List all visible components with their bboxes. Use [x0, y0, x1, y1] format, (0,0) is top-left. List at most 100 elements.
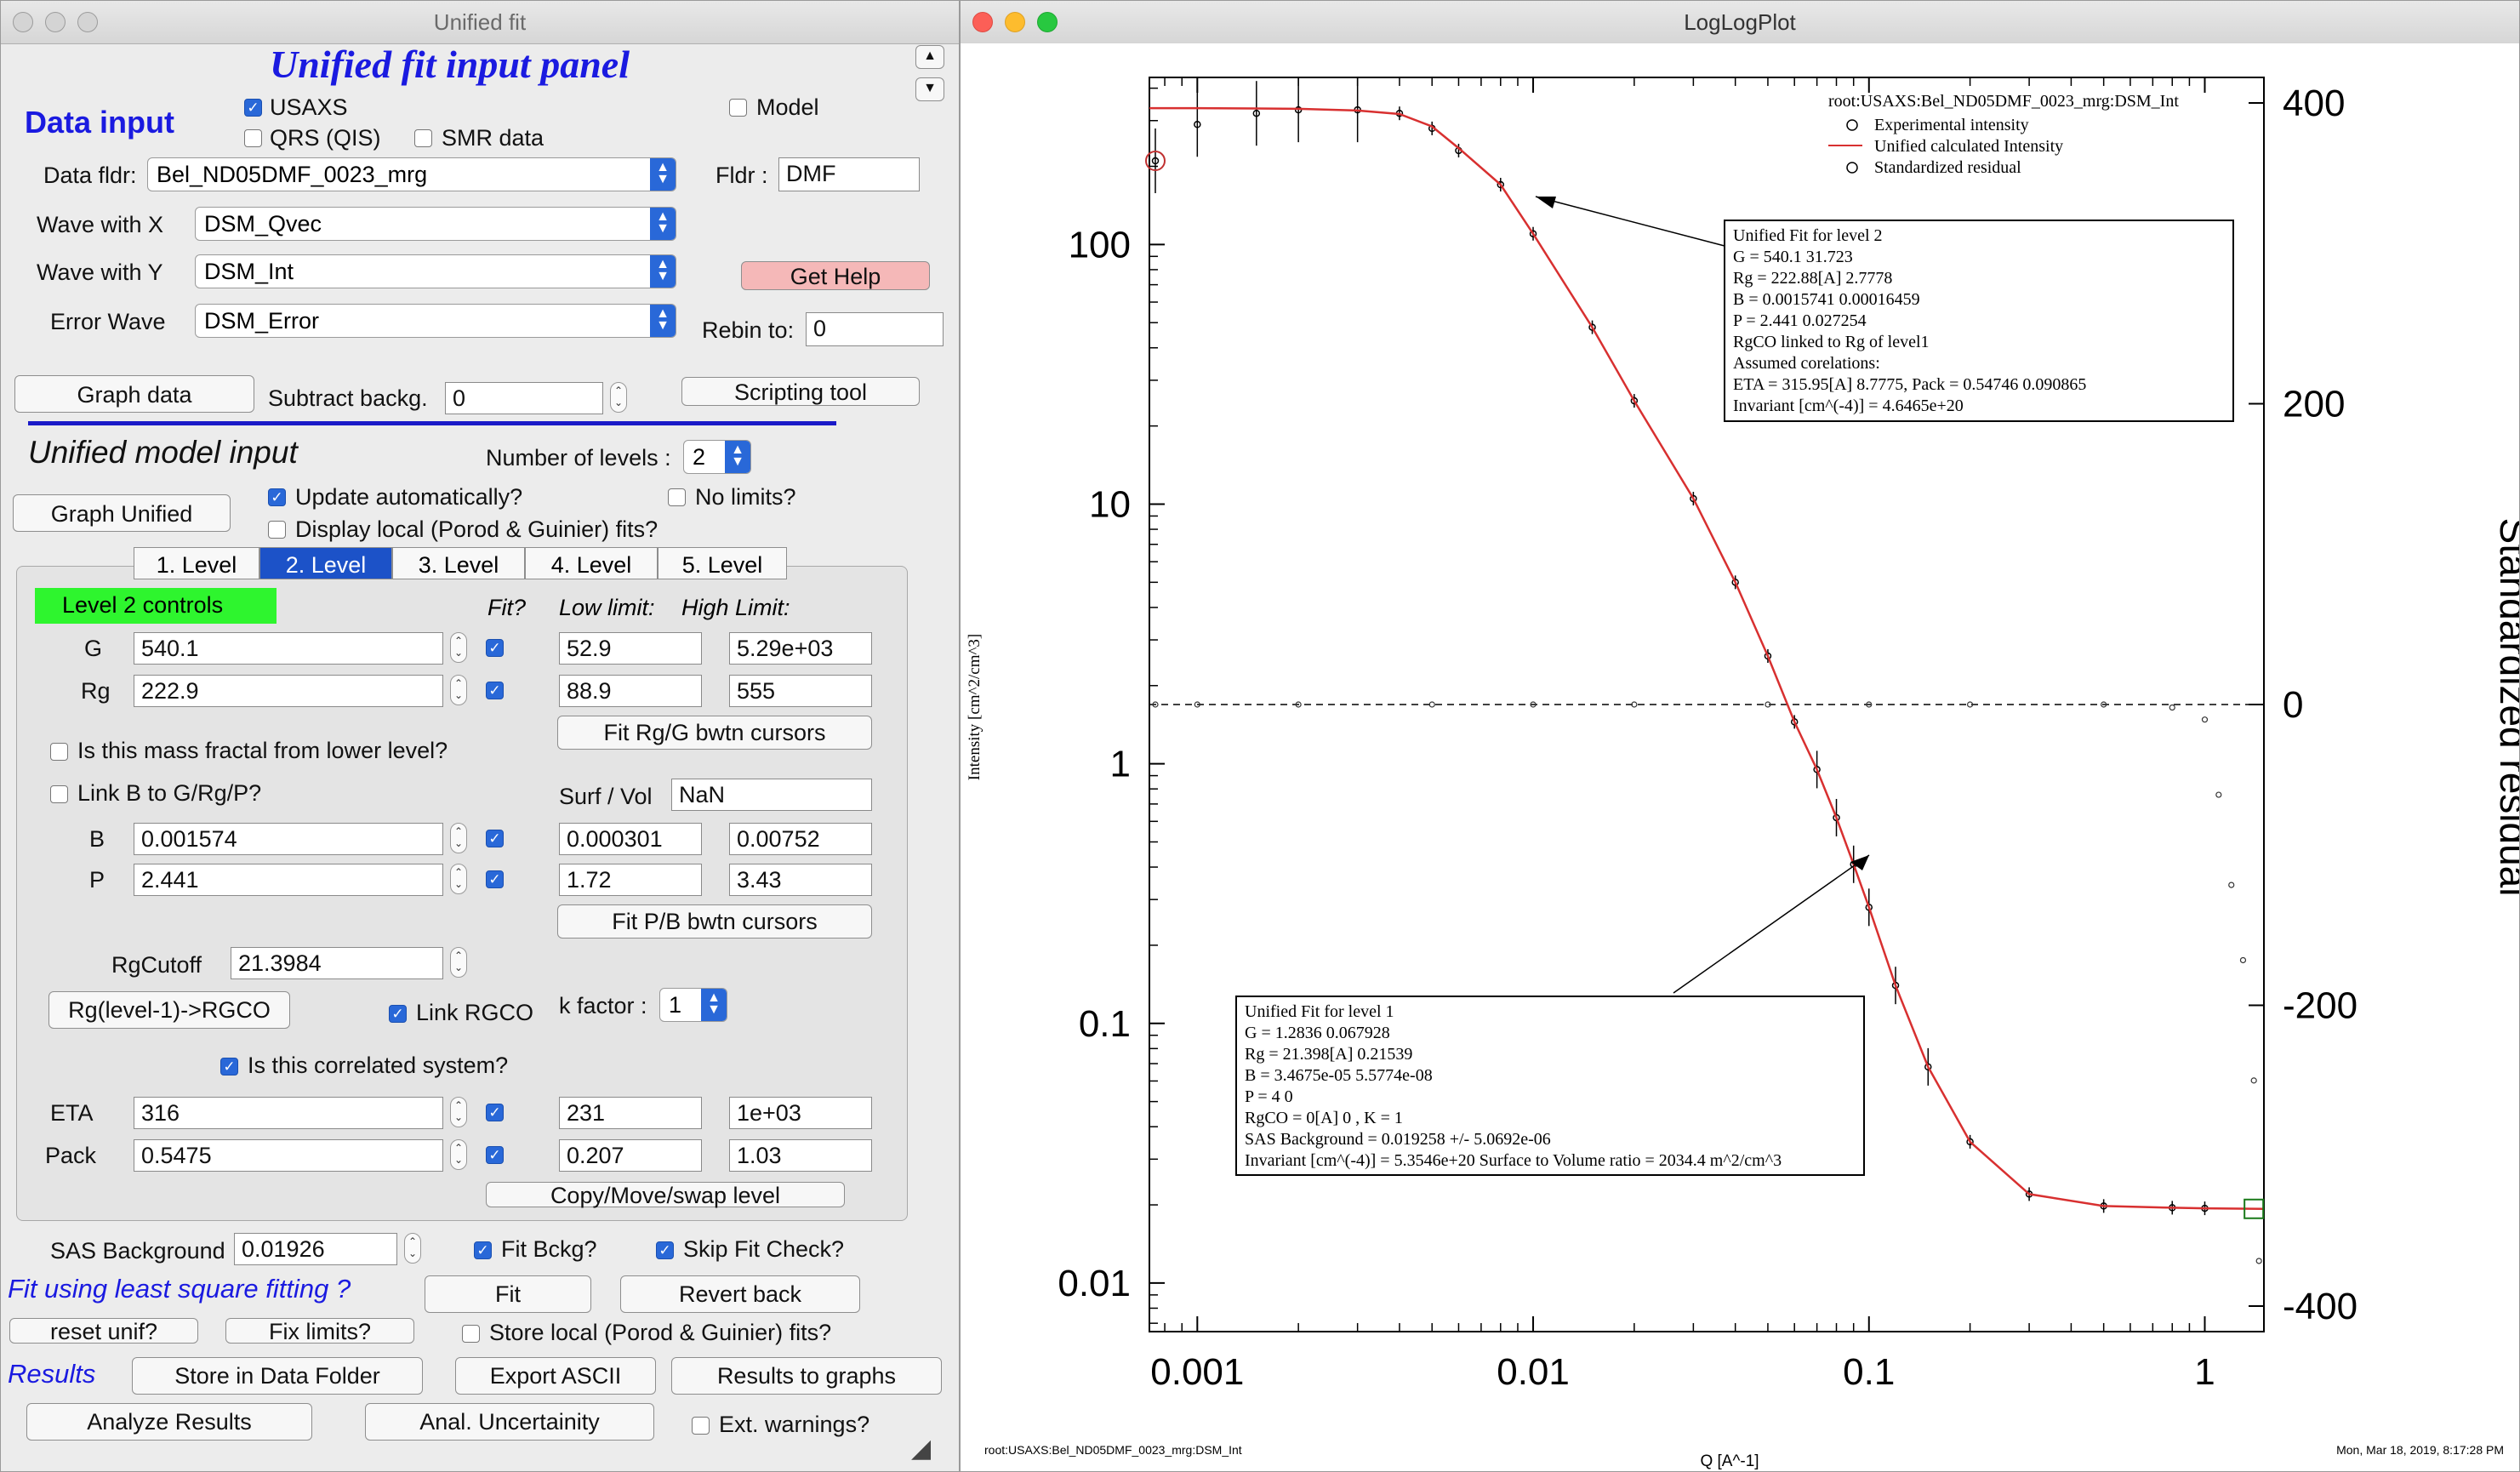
tab-level-4[interactable]: 4. Level: [525, 547, 658, 579]
panel-title: Unified fit input panel: [270, 43, 630, 86]
fit-p-b-button[interactable]: Fit P/B bwtn cursors: [557, 904, 872, 939]
subtract-backg-stepper[interactable]: ⌃ ⌄: [610, 382, 627, 413]
tab-level-1[interactable]: 1. Level: [134, 547, 259, 579]
b-stepper[interactable]: ⌃ ⌄: [450, 823, 467, 853]
k-factor-select[interactable]: 1 ▲ ▼: [659, 988, 727, 1022]
pack-fit-checkbox[interactable]: ✓: [486, 1146, 504, 1164]
close-window-button[interactable]: [13, 12, 33, 32]
fit-bckg-checkbox[interactable]: ✓: [474, 1241, 492, 1259]
sas-bg-field[interactable]: 0.01926: [234, 1233, 397, 1265]
smr-checkbox[interactable]: [414, 129, 432, 147]
results-to-graphs-button[interactable]: Results to graphs: [671, 1357, 942, 1395]
wave-x-select[interactable]: DSM_Qvec ▲ ▼: [195, 207, 676, 241]
y2-axis-label: Standardized residual: [2492, 518, 2520, 897]
tab-level-3[interactable]: 3. Level: [392, 547, 525, 579]
g-high-field[interactable]: 5.29e+03: [729, 632, 872, 665]
copy-move-swap-button[interactable]: Copy/Move/swap level: [486, 1182, 845, 1207]
close-window-button[interactable]: [972, 12, 993, 32]
num-levels-select[interactable]: 2 ▲ ▼: [683, 440, 751, 474]
correlated-label: Is this correlated system?: [248, 1053, 509, 1078]
rg-low-field[interactable]: 88.9: [559, 675, 702, 707]
p-field[interactable]: 2.441: [134, 864, 443, 896]
sas-bg-stepper[interactable]: ⌃ ⌄: [404, 1233, 421, 1264]
zoom-window-button[interactable]: [1037, 12, 1058, 32]
rg-level-rgco-button[interactable]: Rg(level-1)->RGCO: [48, 991, 290, 1029]
wave-y-select[interactable]: DSM_Int ▲ ▼: [195, 254, 676, 288]
footer-timestamp: Mon, Mar 18, 2019, 8:17:28 PM: [2336, 1443, 2504, 1457]
b-field[interactable]: 0.001574: [134, 823, 443, 855]
subtract-backg-field[interactable]: 0: [445, 382, 603, 414]
eta-high-field[interactable]: 1e+03: [729, 1097, 872, 1129]
b-low-field[interactable]: 0.000301: [559, 823, 702, 855]
eta-fit-checkbox[interactable]: ✓: [486, 1104, 504, 1121]
g-stepper[interactable]: ⌃ ⌄: [450, 632, 467, 663]
link-b-checkbox[interactable]: [50, 785, 68, 803]
p-stepper[interactable]: ⌃ ⌄: [450, 864, 467, 894]
annotation-line: G = 540.1 31.723: [1733, 248, 1853, 266]
unified-fit-line: [1149, 106, 2265, 1211]
loglog-chart[interactable]: 0.001 0.01 0.1 1 0.01 0.1 1 10 100 -400 -200 0 200 40…: [961, 43, 2520, 1472]
b-high-field[interactable]: 0.00752: [729, 823, 872, 855]
store-data-folder-button[interactable]: Store in Data Folder: [132, 1357, 423, 1395]
model-checkbox[interactable]: [729, 99, 747, 117]
export-ascii-button[interactable]: Export ASCII: [455, 1357, 656, 1395]
tab-level-5[interactable]: 5. Level: [658, 547, 787, 579]
residual-point: [1966, 701, 1974, 708]
fit-button[interactable]: Fit: [425, 1275, 591, 1313]
resize-grip-icon[interactable]: ◢: [911, 1435, 932, 1463]
fix-limits-button[interactable]: Fix limits?: [225, 1318, 414, 1344]
store-local-checkbox[interactable]: [462, 1325, 480, 1343]
x-tick-label: 0.001: [1150, 1351, 1244, 1393]
p-fit-checkbox[interactable]: ✓: [486, 870, 504, 888]
eta-field[interactable]: 316: [134, 1097, 443, 1129]
usaxs-checkbox[interactable]: ✓: [244, 99, 262, 117]
no-limits-checkbox[interactable]: [668, 488, 686, 506]
pack-field[interactable]: 0.5475: [134, 1139, 443, 1172]
skip-fit-check-checkbox[interactable]: ✓: [656, 1241, 674, 1259]
scripting-tool-button[interactable]: Scripting tool: [681, 377, 920, 406]
eta-stepper[interactable]: ⌃ ⌄: [450, 1097, 467, 1127]
anal-uncertainity-button[interactable]: Anal. Uncertainity: [365, 1403, 654, 1441]
update-auto-checkbox[interactable]: ✓: [268, 488, 286, 506]
qrs-checkbox[interactable]: [244, 129, 262, 147]
rebin-field[interactable]: 0: [806, 312, 944, 346]
eta-low-field[interactable]: 231: [559, 1097, 702, 1129]
display-local-checkbox[interactable]: [268, 521, 286, 539]
revert-back-button[interactable]: Revert back: [620, 1275, 860, 1313]
scroll-down-button[interactable]: ▼: [915, 77, 944, 101]
g-fit-checkbox[interactable]: ✓: [486, 639, 504, 657]
fit-rg-g-button[interactable]: Fit Rg/G bwtn cursors: [557, 716, 872, 750]
pack-high-field[interactable]: 1.03: [729, 1139, 872, 1172]
scroll-up-button[interactable]: ▲: [915, 45, 944, 69]
graph-data-button[interactable]: Graph data: [14, 375, 254, 413]
link-rgco-checkbox[interactable]: ✓: [389, 1005, 407, 1023]
data-fldr-select[interactable]: Bel_ND05DMF_0023_mrg ▲ ▼: [147, 157, 676, 191]
get-help-button[interactable]: Get Help: [741, 261, 930, 290]
analyze-results-button[interactable]: Analyze Results: [26, 1403, 312, 1441]
rgcutoff-field[interactable]: 21.3984: [231, 947, 443, 979]
g-field[interactable]: 540.1: [134, 632, 443, 665]
tab-level-2[interactable]: 2. Level: [259, 547, 392, 579]
rg-stepper[interactable]: ⌃ ⌄: [450, 675, 467, 705]
pack-stepper[interactable]: ⌃ ⌄: [450, 1139, 467, 1170]
surf-vol-field[interactable]: NaN: [671, 779, 872, 811]
correlated-checkbox[interactable]: ✓: [220, 1058, 238, 1075]
rg-field[interactable]: 222.9: [134, 675, 443, 707]
rg-high-field[interactable]: 555: [729, 675, 872, 707]
error-wave-select[interactable]: DSM_Error ▲ ▼: [195, 304, 676, 338]
pack-low-field[interactable]: 0.207: [559, 1139, 702, 1172]
p-low-field[interactable]: 1.72: [559, 864, 702, 896]
reset-unif-button[interactable]: reset unif?: [9, 1318, 198, 1344]
g-low-field[interactable]: 52.9: [559, 632, 702, 665]
zoom-window-button[interactable]: [77, 12, 98, 32]
mass-fractal-checkbox[interactable]: [50, 743, 68, 761]
rgcutoff-stepper[interactable]: ⌃ ⌄: [450, 947, 467, 978]
fldr-field[interactable]: DMF: [778, 157, 920, 191]
minimize-window-button[interactable]: [45, 12, 66, 32]
rg-fit-checkbox[interactable]: ✓: [486, 682, 504, 699]
minimize-window-button[interactable]: [1005, 12, 1025, 32]
p-high-field[interactable]: 3.43: [729, 864, 872, 896]
b-fit-checkbox[interactable]: ✓: [486, 830, 504, 847]
ext-warnings-checkbox[interactable]: [692, 1417, 710, 1435]
graph-unified-button[interactable]: Graph Unified: [13, 494, 231, 532]
